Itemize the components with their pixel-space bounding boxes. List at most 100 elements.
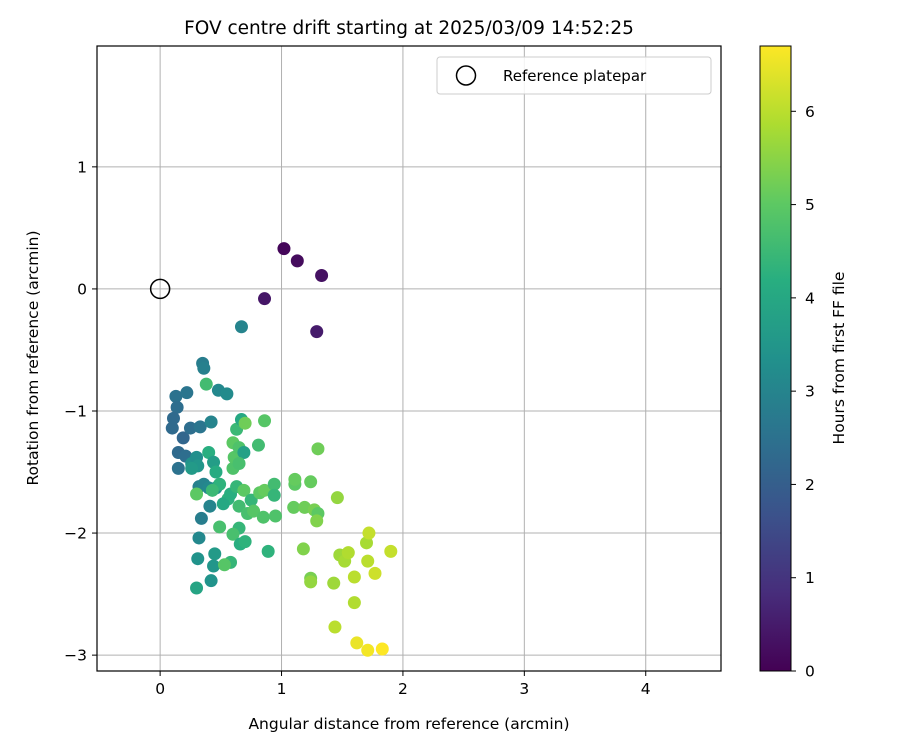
y-tick-label: 1 <box>77 158 87 176</box>
data-point <box>347 596 361 610</box>
data-point <box>304 475 318 489</box>
data-point <box>226 527 240 541</box>
legend-marker-reference <box>455 65 477 86</box>
data-point <box>347 570 361 584</box>
data-point <box>197 361 211 375</box>
data-point <box>290 254 304 268</box>
data-point <box>203 499 217 513</box>
colorbar: 0 1 2 3 4 5 6 Hours from first FF file <box>759 45 848 681</box>
x-tick-label: 3 <box>519 680 529 698</box>
y-axis-ticks: −3 −2 −1 0 1 <box>64 158 97 665</box>
data-point <box>194 511 208 525</box>
data-point <box>362 526 376 540</box>
plot-frame <box>96 45 722 672</box>
data-point <box>193 420 207 434</box>
data-point <box>202 445 216 459</box>
x-axis-label: Angular distance from reference (arcmin) <box>248 715 569 733</box>
legend: Reference platepar <box>436 56 712 95</box>
y-tick-label: 0 <box>77 280 87 298</box>
data-point <box>258 483 272 497</box>
data-point <box>341 546 355 560</box>
data-point <box>190 487 204 501</box>
data-point <box>205 483 219 497</box>
data-point <box>350 636 364 650</box>
data-point <box>315 268 329 282</box>
data-point <box>330 491 344 505</box>
data-point <box>190 581 204 595</box>
y-tick-label: −2 <box>64 525 87 543</box>
data-point <box>361 554 375 568</box>
data-point <box>267 488 281 502</box>
data-point <box>237 445 251 459</box>
colorbar-tick-label: 4 <box>805 289 815 307</box>
colorbar-gradient <box>759 45 792 672</box>
x-tick-label: 2 <box>398 680 408 698</box>
data-point <box>207 559 221 573</box>
data-points <box>165 242 398 657</box>
data-point <box>208 547 222 561</box>
x-tick-label: 1 <box>277 680 287 698</box>
y-tick-label: −3 <box>64 647 87 665</box>
data-point <box>169 389 183 403</box>
legend-label-reference: Reference platepar <box>503 67 647 85</box>
chart-title: FOV centre drift starting at 2025/03/09 … <box>184 18 634 39</box>
plot-area: 0 1 2 3 4 −3 −2 −1 0 1 <box>64 45 722 698</box>
data-point <box>191 552 205 566</box>
colorbar-tick-label: 3 <box>805 383 815 401</box>
data-point <box>238 535 252 549</box>
data-point <box>217 558 231 572</box>
x-tick-label: 4 <box>641 680 651 698</box>
data-point <box>375 642 389 656</box>
data-point <box>258 414 272 428</box>
data-point <box>328 620 342 634</box>
data-point <box>277 242 291 256</box>
data-point <box>296 542 310 556</box>
data-point <box>298 500 312 514</box>
data-point <box>232 456 246 470</box>
data-point <box>166 411 180 425</box>
data-point <box>261 544 275 558</box>
data-point <box>360 536 374 550</box>
plot-background <box>97 46 721 671</box>
data-point <box>213 520 227 534</box>
data-point <box>183 421 197 435</box>
colorbar-label: Hours from first FF file <box>830 272 848 445</box>
data-point <box>171 461 185 475</box>
data-point <box>288 472 302 486</box>
y-axis-label: Rotation from reference (arcmin) <box>24 230 42 485</box>
colorbar-tick-label: 2 <box>805 476 815 494</box>
data-point <box>185 461 199 475</box>
data-point <box>220 387 234 401</box>
data-point <box>207 455 221 469</box>
data-point <box>216 497 230 511</box>
data-point <box>232 499 246 513</box>
data-point <box>176 431 190 445</box>
colorbar-ticks: 0 1 2 3 4 5 6 <box>791 103 815 681</box>
reference-point-marker <box>149 278 171 300</box>
data-point <box>361 643 375 657</box>
colorbar-tick-label: 0 <box>805 663 815 681</box>
data-point <box>237 483 251 497</box>
data-point <box>310 325 324 339</box>
data-point <box>165 421 179 435</box>
data-point <box>238 416 252 430</box>
data-point <box>234 320 248 334</box>
legend-box <box>436 56 712 95</box>
data-point <box>384 544 398 558</box>
data-point <box>310 514 324 528</box>
colorbar-tick-label: 6 <box>805 103 815 121</box>
data-point <box>258 292 272 306</box>
data-point <box>287 500 301 514</box>
data-point <box>204 574 218 588</box>
data-point <box>251 438 265 452</box>
data-point <box>304 575 318 589</box>
data-point <box>192 531 206 545</box>
data-point <box>267 477 281 491</box>
y-tick-label: −1 <box>64 402 87 420</box>
x-tick-label: 0 <box>155 680 165 698</box>
colorbar-tick-label: 1 <box>805 569 815 587</box>
colorbar-tick-label: 5 <box>805 196 815 214</box>
data-point <box>209 465 223 479</box>
data-point <box>311 442 325 456</box>
